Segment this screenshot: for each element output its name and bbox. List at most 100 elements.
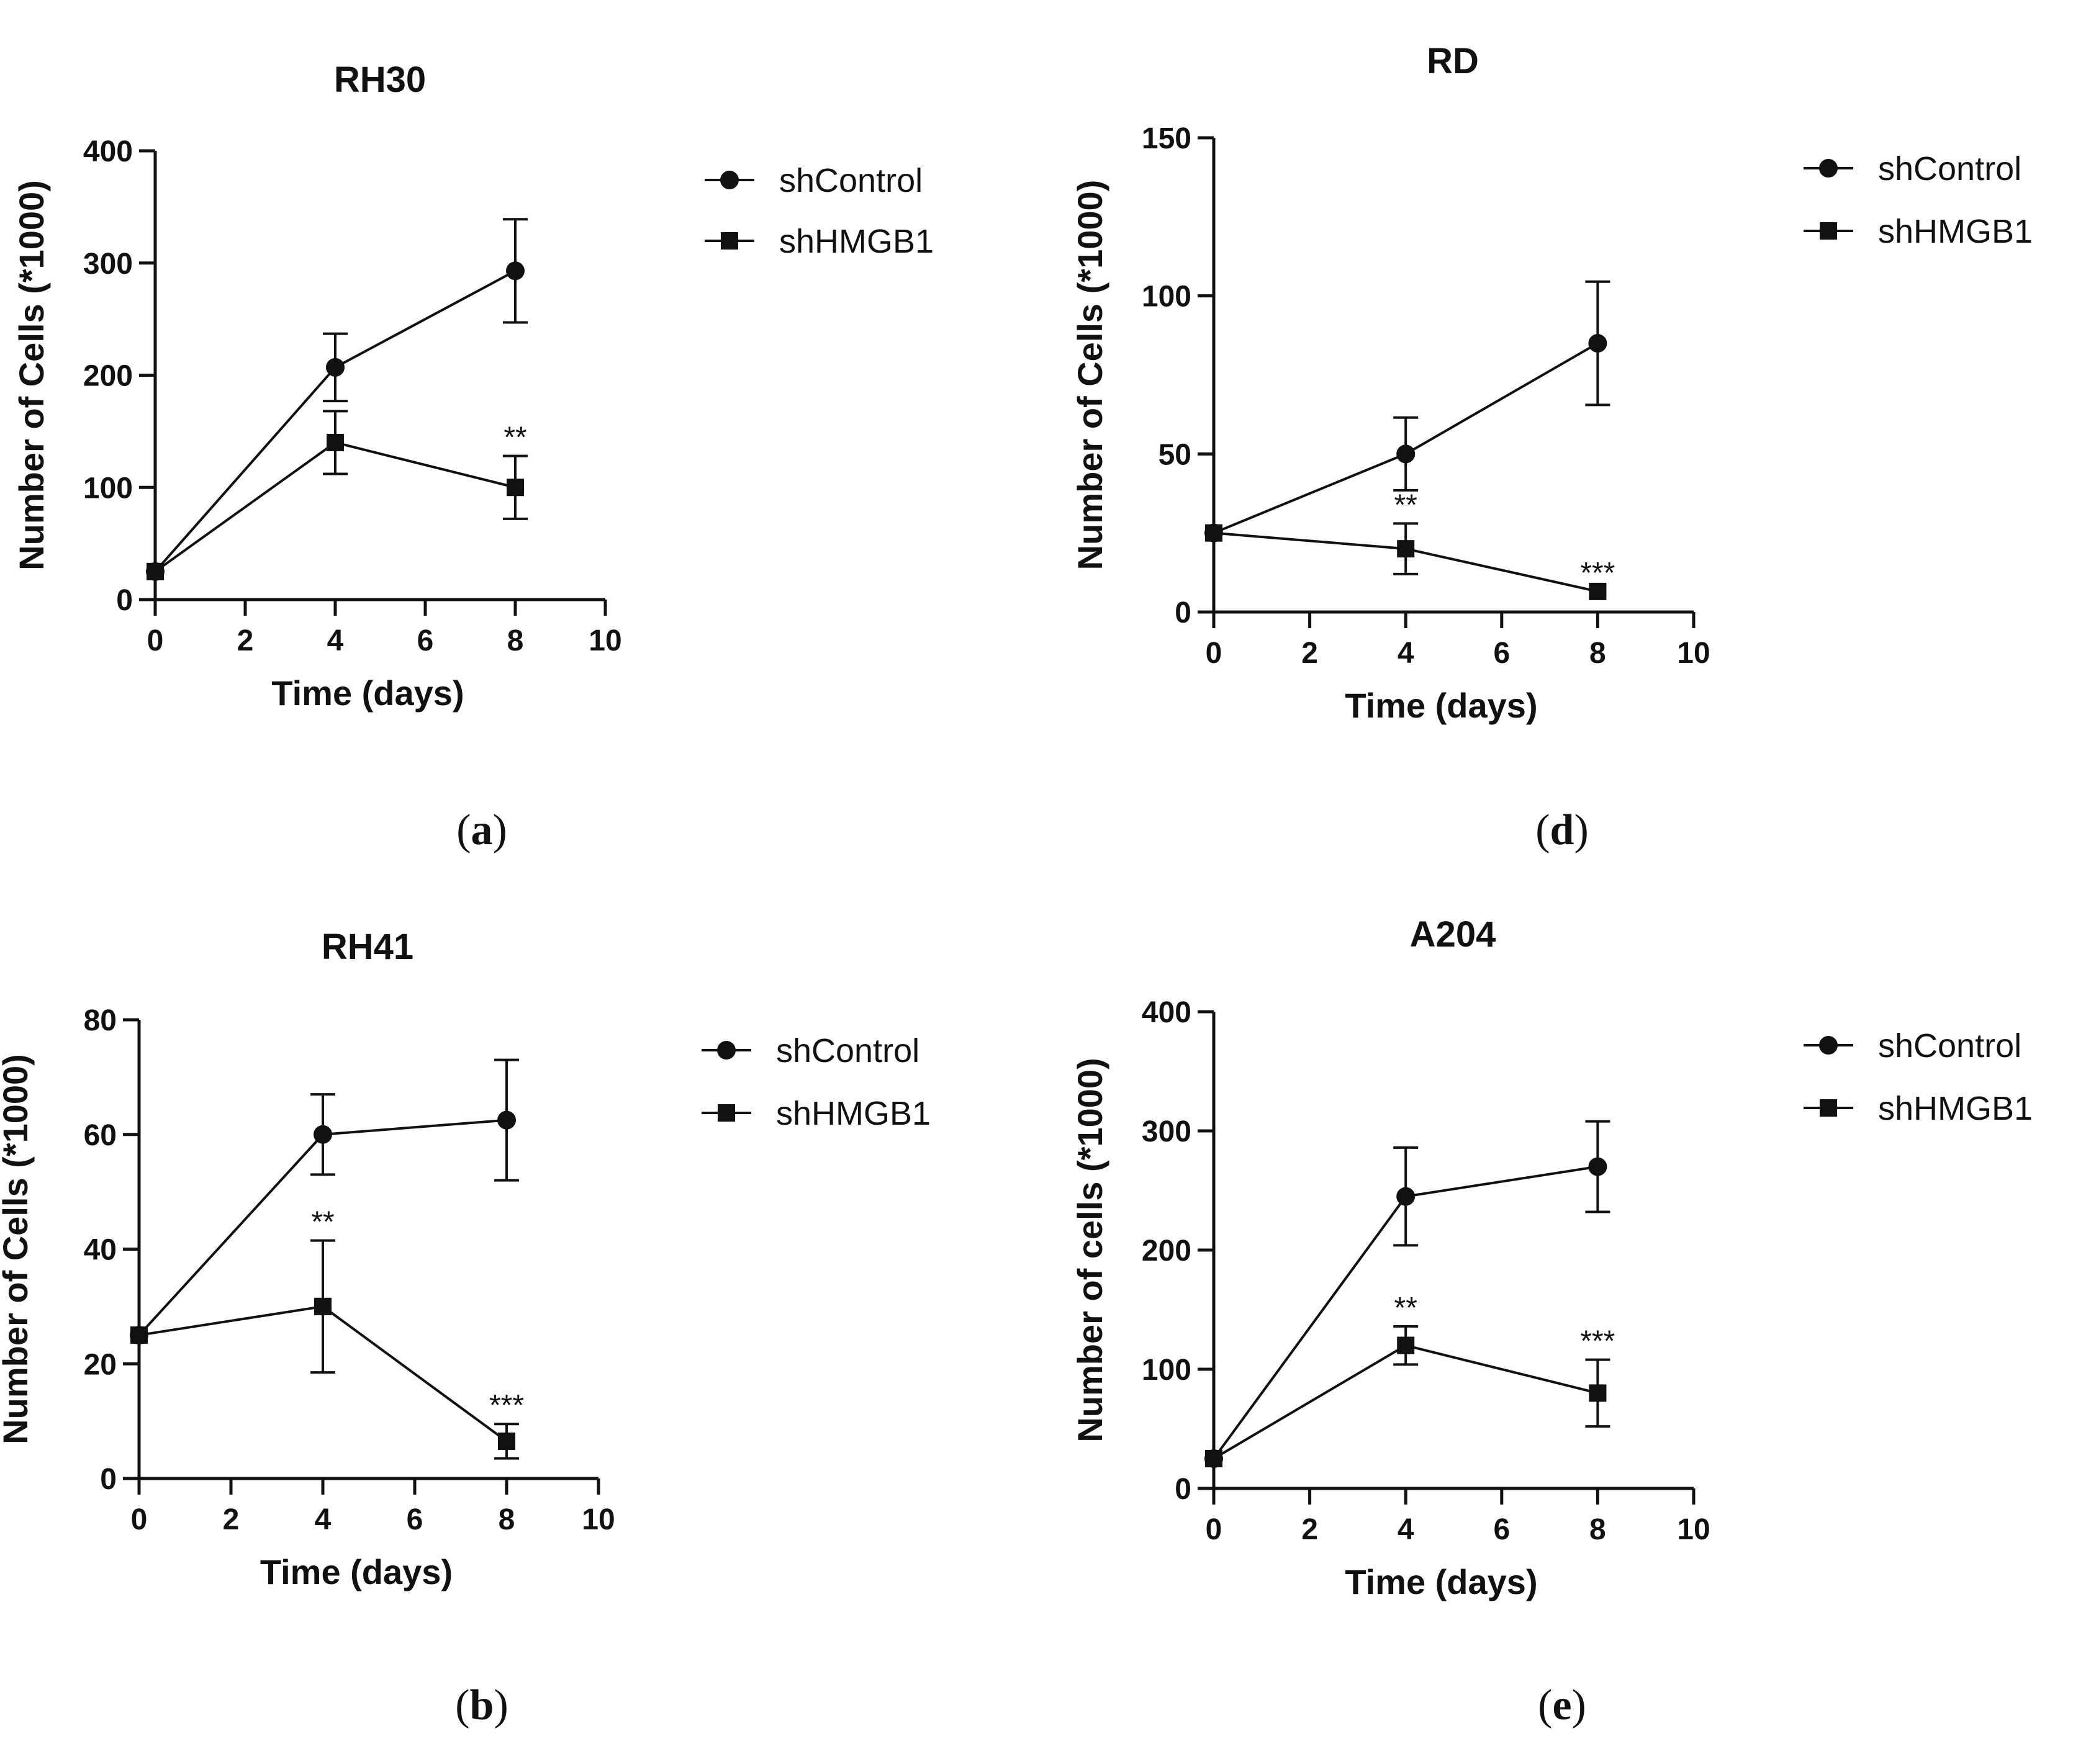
legend-marker	[717, 1041, 736, 1060]
data-point	[498, 1432, 515, 1450]
y-tick-label: 400	[83, 135, 133, 168]
y-axis-label: Number of Cells (*1000)	[0, 1054, 35, 1444]
y-tick-label: 0	[100, 1463, 117, 1496]
y-tick-label: 50	[1158, 438, 1191, 471]
legend-entry: shControl	[705, 162, 923, 199]
data-point	[314, 1125, 332, 1144]
x-tick-label: 2	[1301, 637, 1318, 670]
data-point	[147, 562, 164, 580]
chart-panel-b: RH41 0 20 40 60 80 0 2 4 6 8 10 Time (days) Number of…	[0, 927, 931, 1729]
x-axis-label: Time (days)	[1345, 686, 1537, 725]
series-shHMGB1	[147, 410, 528, 580]
data-point	[1589, 582, 1607, 600]
x-axis-label: Time (days)	[271, 673, 464, 713]
x-axis-label: Time (days)	[260, 1552, 453, 1591]
x-tick-label: 4	[1398, 1513, 1414, 1546]
legend-label: shControl	[776, 1032, 919, 1069]
y-tick-label: 80	[84, 1004, 117, 1037]
y-tick-label: 20	[84, 1348, 117, 1381]
y-tick-label: 100	[83, 472, 133, 505]
legend-label: shHMGB1	[1878, 213, 2033, 250]
data-point	[326, 358, 345, 377]
y-tick-label: 0	[116, 584, 133, 617]
data-point	[1396, 1187, 1416, 1206]
x-tick-label: 2	[237, 624, 254, 657]
x-tick-label: 0	[131, 1503, 148, 1536]
series-shControl	[146, 218, 528, 581]
x-tick-label: 2	[223, 1503, 240, 1536]
panel-label: (d)	[1535, 806, 1589, 854]
y-tick-label: 0	[1175, 1473, 1191, 1506]
data-point	[130, 1326, 148, 1344]
legend-entry: shControl	[1804, 1027, 2021, 1064]
x-tick-label: 10	[1677, 637, 1710, 670]
x-tick-label: 0	[1206, 637, 1222, 670]
x-tick-label: 8	[507, 624, 524, 657]
legend-marker	[1820, 222, 1837, 240]
y-tick-label: 150	[1142, 122, 1191, 155]
y-tick-label: 300	[1142, 1115, 1191, 1148]
data-point	[507, 479, 524, 497]
significance-label: ***	[1580, 1325, 1615, 1358]
x-tick-label: 4	[327, 624, 344, 657]
x-tick-label: 8	[499, 1503, 515, 1536]
significance-label: **	[311, 1206, 334, 1239]
y-tick-label: 0	[1175, 596, 1191, 629]
chart-title: RH41	[322, 927, 413, 967]
legend-marker	[1820, 1099, 1837, 1117]
x-tick-label: 10	[1677, 1513, 1710, 1546]
chart-panel-e: A204 0 100 200 300 400 0 2 4 6 8 10 Time (days) Numbe…	[1070, 914, 2033, 1729]
significance-label: ***	[489, 1389, 524, 1422]
legend-label: shControl	[1878, 150, 2021, 187]
series-shHMGB1	[130, 1239, 519, 1460]
data-point	[1397, 1336, 1415, 1354]
x-tick-label: 10	[589, 624, 621, 657]
chart-panel-a: RH30 0 100 200 300 400 0 2 4 6 8 10 Time (days) Numbe…	[12, 60, 934, 854]
y-tick-label: 400	[1142, 996, 1191, 1029]
y-tick-label: 100	[1142, 1354, 1191, 1387]
data-point	[1589, 1384, 1607, 1402]
data-point	[1588, 334, 1607, 353]
x-tick-label: 2	[1301, 1513, 1318, 1546]
y-axis-label: Number of Cells (*1000)	[12, 180, 51, 570]
y-axis-label: Number of cells (*1000)	[1070, 1058, 1109, 1442]
x-tick-label: 0	[1206, 1513, 1222, 1546]
y-tick-label: 200	[83, 360, 133, 393]
panel-label: (a)	[456, 806, 507, 854]
y-tick-label: 40	[84, 1234, 117, 1267]
y-tick-label: 100	[1142, 281, 1191, 313]
data-point	[1396, 444, 1416, 464]
panel-label: (b)	[455, 1681, 508, 1729]
legend-marker	[1819, 1036, 1838, 1055]
chart-title: A204	[1410, 914, 1496, 955]
legend-entry: shControl	[1804, 150, 2021, 187]
x-tick-label: 6	[1493, 637, 1510, 670]
significance-label: **	[504, 421, 526, 454]
significance-label: **	[1394, 488, 1417, 521]
legend-entry: shHMGB1	[1804, 213, 2033, 250]
data-point	[1588, 1157, 1607, 1176]
legend-entry: shHMGB1	[1804, 1090, 2033, 1127]
chart-title: RD	[1427, 41, 1479, 81]
legend-marker	[721, 232, 738, 250]
series-shHMGB1	[1205, 1325, 1610, 1467]
chart-panel-d: RD 0 50 100 150 0 2 4 6 8 10 Time (days) Number of C…	[1070, 41, 2033, 854]
y-tick-label: 60	[84, 1119, 117, 1152]
legend-label: shHMGB1	[779, 223, 934, 260]
legend-marker	[1819, 159, 1838, 178]
legend-entry: shHMGB1	[705, 223, 934, 260]
y-axis-label: Number of Cells (*1000)	[1070, 180, 1109, 570]
x-tick-label: 6	[407, 1503, 423, 1536]
legend-label: shHMGB1	[776, 1095, 931, 1132]
x-tick-label: 4	[315, 1503, 332, 1536]
significance-label: **	[1394, 1292, 1417, 1325]
data-point	[1205, 1450, 1222, 1467]
data-point	[1397, 540, 1415, 558]
data-point	[497, 1110, 516, 1130]
legend-marker	[718, 1104, 735, 1122]
chart-title: RH30	[334, 60, 426, 100]
legend-label: shControl	[1878, 1027, 2021, 1064]
significance-label: ***	[1580, 557, 1615, 590]
series-shHMGB1	[1205, 522, 1607, 600]
data-point	[1205, 524, 1222, 542]
